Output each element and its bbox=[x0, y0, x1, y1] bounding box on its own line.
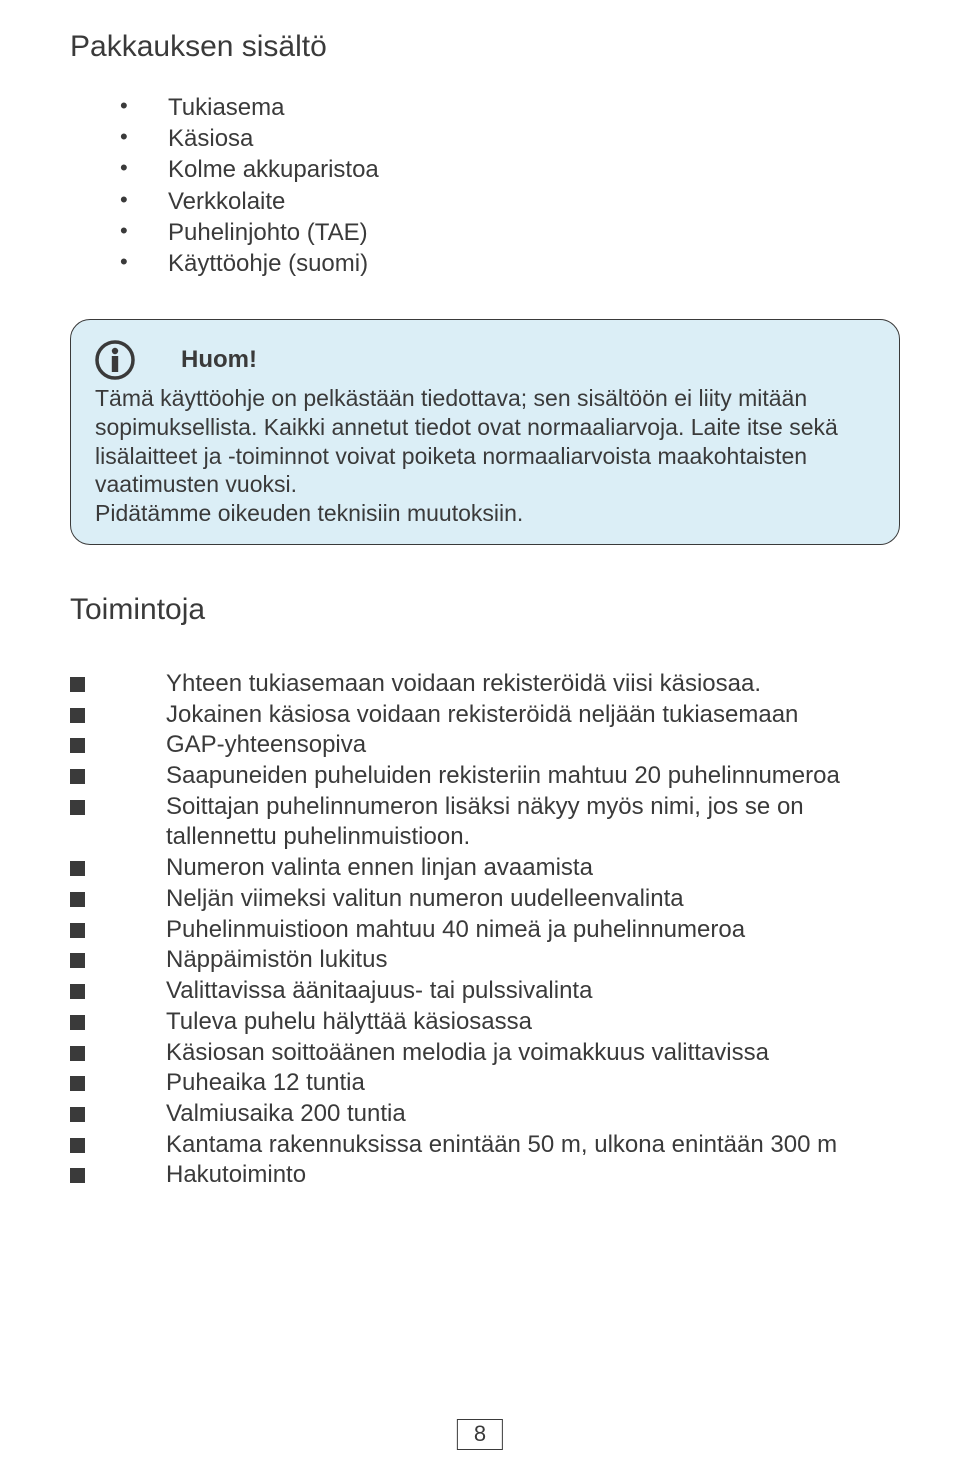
package-contents-list: Tukiasema Käsiosa Kolme akkuparistoa Ver… bbox=[120, 92, 900, 279]
list-item: Puheaika 12 tuntia bbox=[70, 1068, 900, 1099]
list-item: Valmiusaika 200 tuntia bbox=[70, 1099, 900, 1130]
list-item: Puhelinmuistioon mahtuu 40 nimeä ja puhe… bbox=[70, 915, 900, 946]
list-item: Kolme akkuparistoa bbox=[120, 154, 900, 185]
list-item: GAP-yhteensopiva bbox=[70, 730, 900, 761]
list-item: Puhelinjohto (TAE) bbox=[120, 217, 900, 248]
info-body: Tämä käyttöohje on pelkästään tiedottava… bbox=[95, 384, 875, 528]
list-item: Numeron valinta ennen linjan avaamista bbox=[70, 853, 900, 884]
info-box: Huom! Tämä käyttöohje on pelkästään tied… bbox=[70, 319, 900, 545]
list-item: Jokainen käsiosa voidaan rekisteröidä ne… bbox=[70, 700, 900, 731]
info-title: Huom! bbox=[181, 346, 257, 374]
list-item: Kantama rakennuksissa enintään 50 m, ulk… bbox=[70, 1130, 900, 1161]
info-icon bbox=[95, 340, 135, 380]
info-header: Huom! bbox=[95, 340, 875, 380]
page-number: 8 bbox=[457, 1419, 503, 1450]
list-item: Käyttöohje (suomi) bbox=[120, 248, 900, 279]
list-item: Käsiosan soittoäänen melodia ja voimakku… bbox=[70, 1038, 900, 1069]
list-item: Näppäimistön lukitus bbox=[70, 945, 900, 976]
list-item: Tuleva puhelu hälyttää käsiosassa bbox=[70, 1007, 900, 1038]
list-item: Käsiosa bbox=[120, 123, 900, 154]
list-item: Saapuneiden puheluiden rekisteriin mahtu… bbox=[70, 761, 900, 792]
section-title-2: Toimintoja bbox=[70, 593, 900, 627]
section-title-1: Pakkauksen sisältö bbox=[70, 30, 900, 64]
list-item: Verkkolaite bbox=[120, 186, 900, 217]
list-item: Hakutoiminto bbox=[70, 1160, 900, 1191]
list-item: Neljän viimeksi valitun numeron uudellee… bbox=[70, 884, 900, 915]
features-list: Yhteen tukiasemaan voidaan rekisteröidä … bbox=[70, 669, 900, 1191]
list-item: Soittajan puhelinnumeron lisäksi näkyy m… bbox=[70, 792, 900, 853]
list-item: Valittavissa äänitaajuus- tai pulssivali… bbox=[70, 976, 900, 1007]
list-item: Yhteen tukiasemaan voidaan rekisteröidä … bbox=[70, 669, 900, 700]
list-item: Tukiasema bbox=[120, 92, 900, 123]
